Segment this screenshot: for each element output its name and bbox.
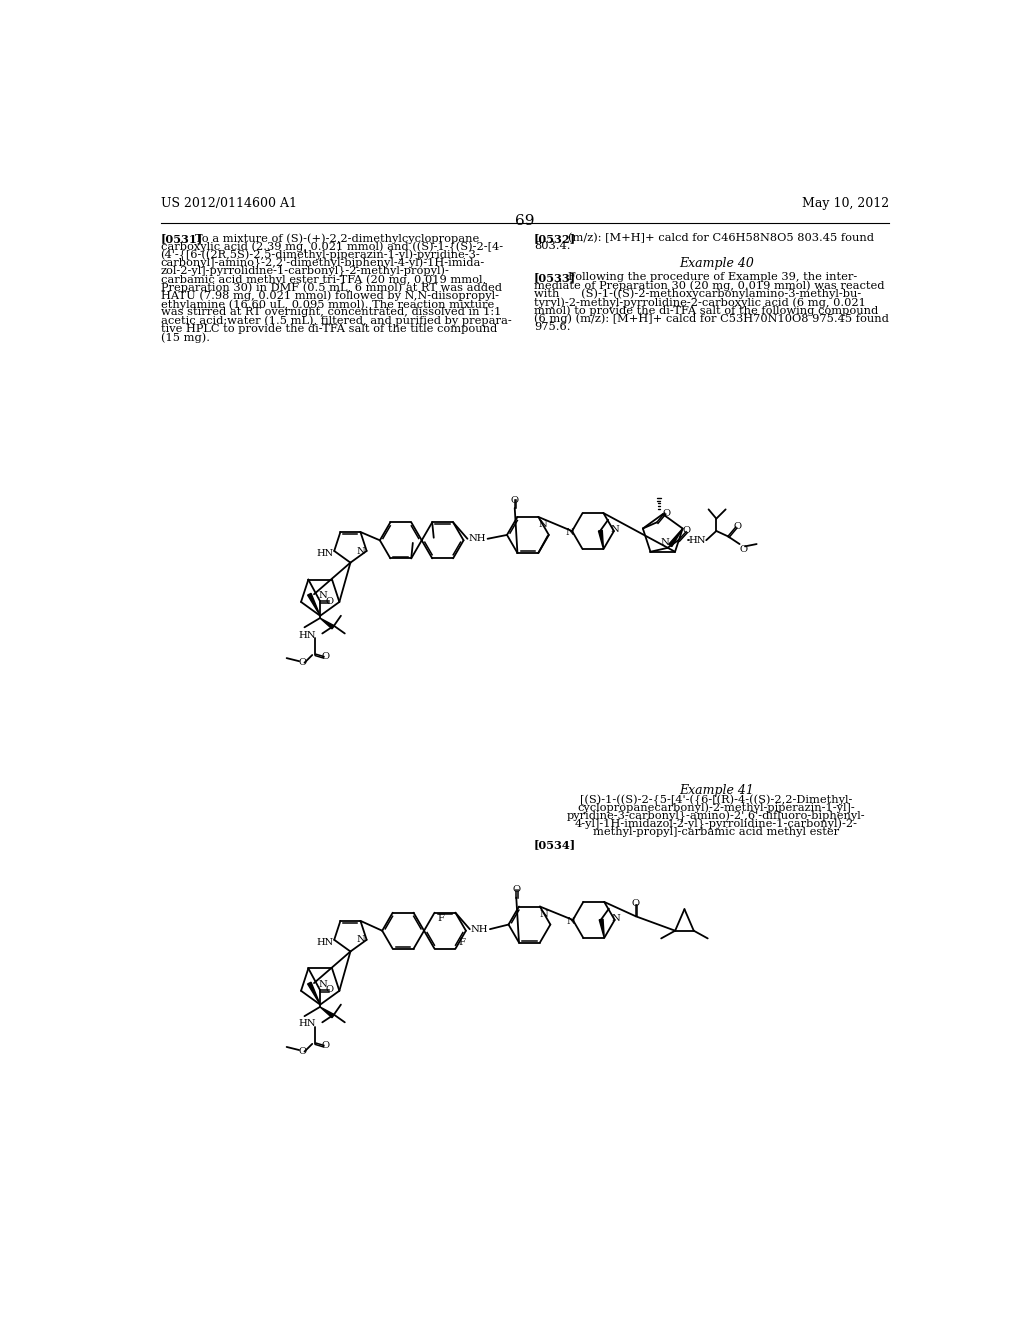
Text: To a mixture of (S)-(+)-2,2-dimethylcyclopropane: To a mixture of (S)-(+)-2,2-dimethylcycl… (195, 234, 479, 244)
Text: 975.6.: 975.6. (535, 322, 570, 331)
Text: carbamic acid methyl ester tri-TFA (20 mg, 0.019 mmol,: carbamic acid methyl ester tri-TFA (20 m… (161, 275, 485, 285)
Text: O: O (326, 597, 334, 606)
Text: HATU (7.98 mg, 0.021 mmol) followed by N,N-diisopropyl-: HATU (7.98 mg, 0.021 mmol) followed by N… (161, 290, 499, 301)
Text: mmol) to provide the di-TFA salt of the following compound: mmol) to provide the di-TFA salt of the … (535, 305, 879, 315)
Text: O: O (298, 659, 306, 667)
Text: was stirred at RT overnight, concentrated, dissolved in 1:1: was stirred at RT overnight, concentrate… (161, 308, 501, 317)
Polygon shape (669, 528, 683, 546)
Text: May 10, 2012: May 10, 2012 (802, 197, 889, 210)
Text: NH: NH (468, 535, 485, 544)
Text: HN: HN (316, 549, 334, 558)
Text: Example 40: Example 40 (679, 257, 754, 271)
Text: (4'-{[6-((2R,5S)-2,5-dimethyl-piperazin-1-yl)-pyridine-3-: (4'-{[6-((2R,5S)-2,5-dimethyl-piperazin-… (161, 249, 480, 261)
Polygon shape (599, 919, 604, 939)
Polygon shape (598, 531, 603, 549)
Text: O: O (512, 886, 520, 895)
Polygon shape (307, 982, 321, 1005)
Text: (15 mg).: (15 mg). (161, 331, 210, 342)
Text: tive HPLC to provide the di-TFA salt of the title compound: tive HPLC to provide the di-TFA salt of … (161, 323, 497, 334)
Text: N: N (540, 909, 549, 919)
Text: HN: HN (688, 536, 706, 545)
Text: 4-yl]-1H-imidazol-2-yl}-pyrrolidine-1-carbonyl)-2-: 4-yl]-1H-imidazol-2-yl}-pyrrolidine-1-ca… (574, 820, 858, 830)
Text: O: O (733, 521, 741, 531)
Text: O: O (739, 545, 748, 554)
Text: O: O (298, 1047, 306, 1056)
Text: N: N (565, 528, 574, 537)
Text: 69: 69 (515, 214, 535, 228)
Text: N: N (611, 913, 620, 923)
Text: O: O (682, 525, 690, 535)
Text: F: F (458, 939, 465, 946)
Text: HN: HN (298, 1019, 315, 1028)
Text: NH: NH (470, 925, 487, 933)
Text: O: O (322, 1041, 330, 1049)
Text: N: N (318, 981, 327, 989)
Text: [0534]: [0534] (535, 840, 577, 850)
Text: mediate of Preparation 30 (20 mg, 0.019 mmol) was reacted: mediate of Preparation 30 (20 mg, 0.019 … (535, 281, 885, 292)
Text: N: N (610, 525, 620, 535)
Text: O: O (511, 496, 519, 504)
Text: N: N (356, 936, 365, 944)
Text: 803.4.: 803.4. (535, 242, 570, 251)
Text: O: O (663, 508, 670, 517)
Text: Following the procedure of Example 39, the inter-: Following the procedure of Example 39, t… (568, 272, 857, 282)
Text: Example 41: Example 41 (679, 784, 754, 797)
Text: with      (S)-1-((S)-2-methoxycarbonylamino-3-methyl-bu-: with (S)-1-((S)-2-methoxycarbonylamino-3… (535, 289, 861, 300)
Text: (6 mg) (m/z): [M+H]+ calcd for C53H70N10O8 975.45 found: (6 mg) (m/z): [M+H]+ calcd for C53H70N10… (535, 314, 889, 325)
Text: N: N (566, 917, 574, 925)
Text: (m/z): [M+H]+ calcd for C46H58N8O5 803.45 found: (m/z): [M+H]+ calcd for C46H58N8O5 803.4… (568, 234, 874, 243)
Polygon shape (307, 594, 321, 615)
Text: cyclopropanecarbonyl)-2-methyl-piperazin-1-yl]-: cyclopropanecarbonyl)-2-methyl-piperazin… (578, 803, 855, 813)
Text: tyryl)-2-methyl-pyrrolidine-2-carboxylic acid (6 mg, 0.021: tyryl)-2-methyl-pyrrolidine-2-carboxylic… (535, 297, 866, 308)
Text: pyridine-3-carbonyl}-amino)-2',6'-difluoro-biphenyl-: pyridine-3-carbonyl}-amino)-2',6'-difluo… (567, 810, 865, 822)
Text: US 2012/0114600 A1: US 2012/0114600 A1 (161, 197, 297, 210)
Text: O: O (632, 899, 640, 908)
Text: [0532]: [0532] (535, 234, 577, 244)
Text: N: N (356, 546, 365, 556)
Text: carbonyl]-amino}-2,2'-dimethyl-biphenyl-4-yl)-1H-imida-: carbonyl]-amino}-2,2'-dimethyl-biphenyl-… (161, 257, 484, 269)
Polygon shape (319, 1007, 334, 1018)
Text: ethylamine (16.60 uL, 0.095 mmol). The reaction mixture: ethylamine (16.60 uL, 0.095 mmol). The r… (161, 300, 494, 310)
Polygon shape (319, 618, 334, 628)
Text: N: N (660, 539, 670, 546)
Text: [(S)-1-((S)-2-{5-[4'-({6-[(R)-4-((S)-2,2-Dimethyl-: [(S)-1-((S)-2-{5-[4'-({6-[(R)-4-((S)-2,2… (580, 795, 852, 805)
Text: [0533]: [0533] (535, 272, 577, 284)
Text: [0531]: [0531] (161, 234, 203, 244)
Text: HN: HN (316, 937, 334, 946)
Text: carboxylic acid (2.39 mg, 0.021 mmol) and ((S)-1-{(S)-2-[4-: carboxylic acid (2.39 mg, 0.021 mmol) an… (161, 242, 503, 252)
Text: Preparation 30) in DMF (0.5 mL, 6 mmol) at RT was added: Preparation 30) in DMF (0.5 mL, 6 mmol) … (161, 282, 502, 293)
Text: HN: HN (298, 631, 315, 639)
Text: methyl-propyl]-carbamic acid methyl ester: methyl-propyl]-carbamic acid methyl este… (593, 828, 840, 837)
Text: O: O (322, 652, 330, 661)
Text: acetic acid:water (1.5 mL), filtered, and purified by prepara-: acetic acid:water (1.5 mL), filtered, an… (161, 315, 511, 326)
Text: N: N (539, 520, 547, 529)
Text: zol-2-yl]-pyrrolidine-1-carbonyl}-2-methyl-propyl)-: zol-2-yl]-pyrrolidine-1-carbonyl}-2-meth… (161, 267, 450, 277)
Text: F: F (437, 915, 444, 924)
Text: O: O (326, 986, 334, 994)
Text: N: N (318, 591, 327, 601)
